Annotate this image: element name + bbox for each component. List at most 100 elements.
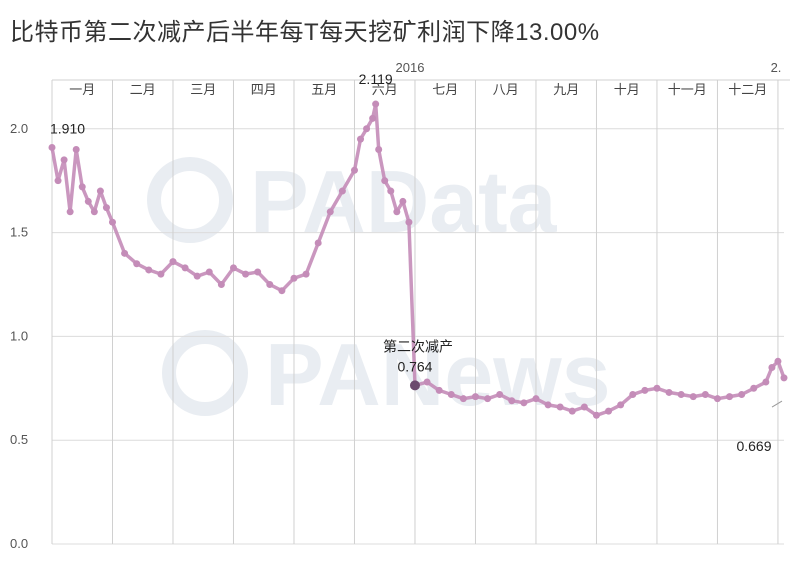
data-point xyxy=(369,114,377,122)
data-point xyxy=(387,187,395,195)
data-point xyxy=(768,364,776,372)
data-point xyxy=(193,272,201,280)
data-point xyxy=(617,401,625,409)
data-point xyxy=(302,270,310,278)
year-label: 2016 xyxy=(396,60,425,75)
chart-title: 比特币第二次减产后半年每T每天挖矿利润下降13.00% xyxy=(10,19,600,46)
data-point xyxy=(393,208,401,216)
data-point xyxy=(641,386,649,394)
data-point xyxy=(405,218,413,226)
data-point xyxy=(372,100,380,108)
data-label-end: 0.669 xyxy=(736,438,771,454)
data-point xyxy=(677,391,685,399)
data-point xyxy=(78,183,86,191)
data-point xyxy=(568,407,576,415)
data-point xyxy=(381,177,389,185)
data-point xyxy=(66,208,74,216)
grid-layer: 0.0 0.5 1.0 1.5 2.0 xyxy=(10,121,784,551)
data-point xyxy=(181,264,189,272)
data-point xyxy=(350,166,358,174)
data-point xyxy=(471,393,479,401)
data-point xyxy=(60,156,68,164)
data-point xyxy=(242,270,250,278)
month-label: 六月 xyxy=(372,82,398,97)
data-point xyxy=(665,388,673,396)
data-point xyxy=(750,384,758,392)
data-point xyxy=(102,204,110,212)
data-point xyxy=(290,274,298,282)
data-point xyxy=(72,146,80,154)
month-label: 十二月 xyxy=(728,82,767,97)
month-label: 十一月 xyxy=(668,82,707,97)
y-tick-label: 1.0 xyxy=(10,328,28,343)
month-label: 九月 xyxy=(553,82,579,97)
data-point xyxy=(544,401,552,409)
data-point xyxy=(229,264,237,272)
y-tick-label: 2.0 xyxy=(10,121,28,136)
month-label: 五月 xyxy=(311,82,337,97)
month-label: 二月 xyxy=(130,82,156,97)
data-point xyxy=(48,143,56,151)
data-point xyxy=(217,280,225,288)
month-label: 一月 xyxy=(69,82,95,97)
data-point xyxy=(314,239,322,247)
data-label-end-leader xyxy=(771,400,783,408)
data-point xyxy=(508,397,516,405)
data-point xyxy=(96,187,104,195)
data-point xyxy=(326,208,334,216)
data-point xyxy=(762,378,770,386)
watermark-logo-icon xyxy=(147,157,233,243)
data-point xyxy=(266,280,274,288)
data-point xyxy=(338,187,346,195)
data-point xyxy=(689,393,697,401)
data-point xyxy=(532,395,540,403)
data-point xyxy=(713,395,721,403)
data-point xyxy=(701,391,709,399)
data-label-peak: 2.119 xyxy=(359,71,393,87)
data-label-halving: 0.764 xyxy=(397,358,432,374)
y-tick-label: 1.5 xyxy=(10,225,28,240)
month-axis: 2016 2. 一月 二月 三月 四月 五月 六月 七月 八月 九月 十月 十一月 十二月 xyxy=(51,60,790,544)
month-label: 七月 xyxy=(432,82,458,97)
data-point xyxy=(774,357,782,365)
data-point xyxy=(357,135,365,143)
data-point xyxy=(169,258,177,266)
data-point xyxy=(496,391,504,399)
data-point xyxy=(780,374,788,382)
data-point xyxy=(423,378,431,386)
data-point xyxy=(133,260,141,268)
data-point xyxy=(435,386,443,394)
series-layer xyxy=(48,100,788,419)
data-point xyxy=(254,268,262,276)
data-point xyxy=(145,266,153,274)
data-point xyxy=(157,270,165,278)
data-point xyxy=(84,197,92,205)
month-label: 八月 xyxy=(493,82,519,97)
data-point xyxy=(447,391,455,399)
data-point xyxy=(375,146,383,154)
data-point xyxy=(54,177,62,185)
month-label: 十月 xyxy=(614,82,640,97)
data-point xyxy=(605,407,613,415)
month-label: 三月 xyxy=(190,82,216,97)
y-tick-label: 0.0 xyxy=(10,536,28,551)
data-point xyxy=(520,399,528,407)
data-point xyxy=(459,395,467,403)
data-point xyxy=(738,391,746,399)
label-layer: 1.910 2.119 第二次减产 0.764 0.669 xyxy=(50,71,783,454)
data-point xyxy=(556,403,564,411)
halving-marker xyxy=(409,380,420,391)
data-label-start: 1.910 xyxy=(50,120,85,136)
data-point xyxy=(580,403,588,411)
data-point xyxy=(363,125,371,133)
data-point xyxy=(629,391,637,399)
data-point xyxy=(653,384,661,392)
data-point xyxy=(108,218,116,226)
data-point xyxy=(121,249,129,257)
y-tick-label: 0.5 xyxy=(10,432,28,447)
data-point xyxy=(399,197,407,205)
data-point xyxy=(592,411,600,419)
data-point xyxy=(205,268,213,276)
